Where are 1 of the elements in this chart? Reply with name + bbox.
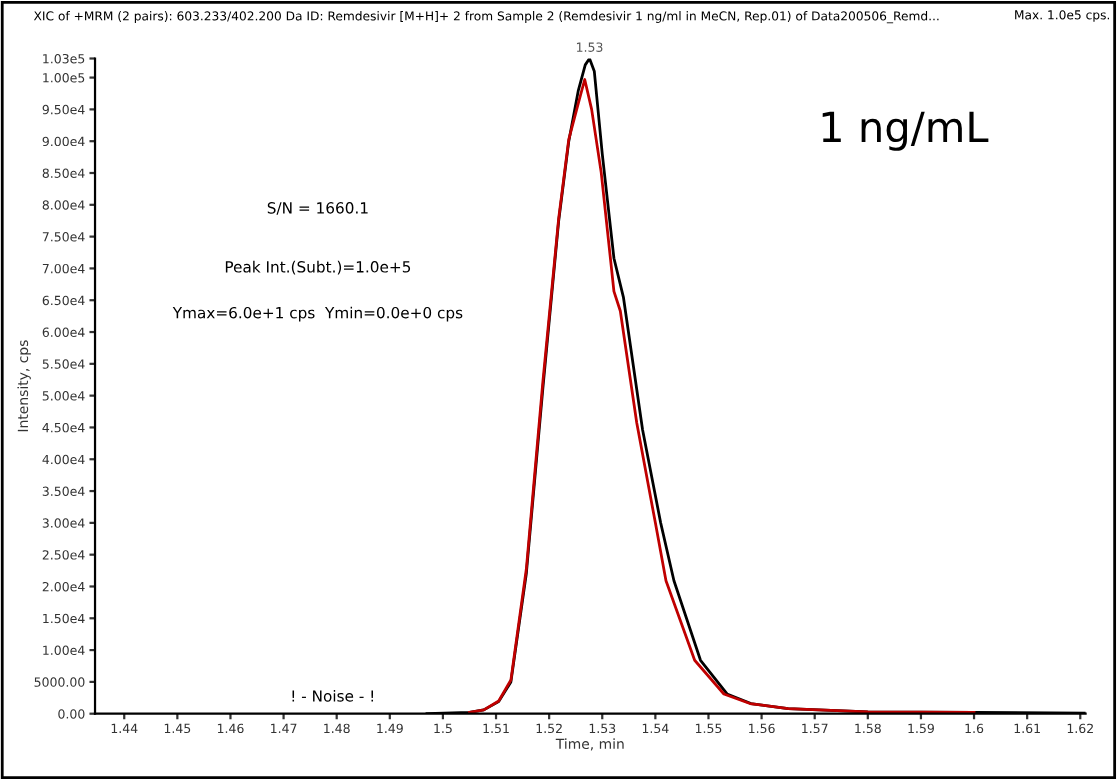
annotation: 1 ng/mL: [822, 111, 989, 151]
